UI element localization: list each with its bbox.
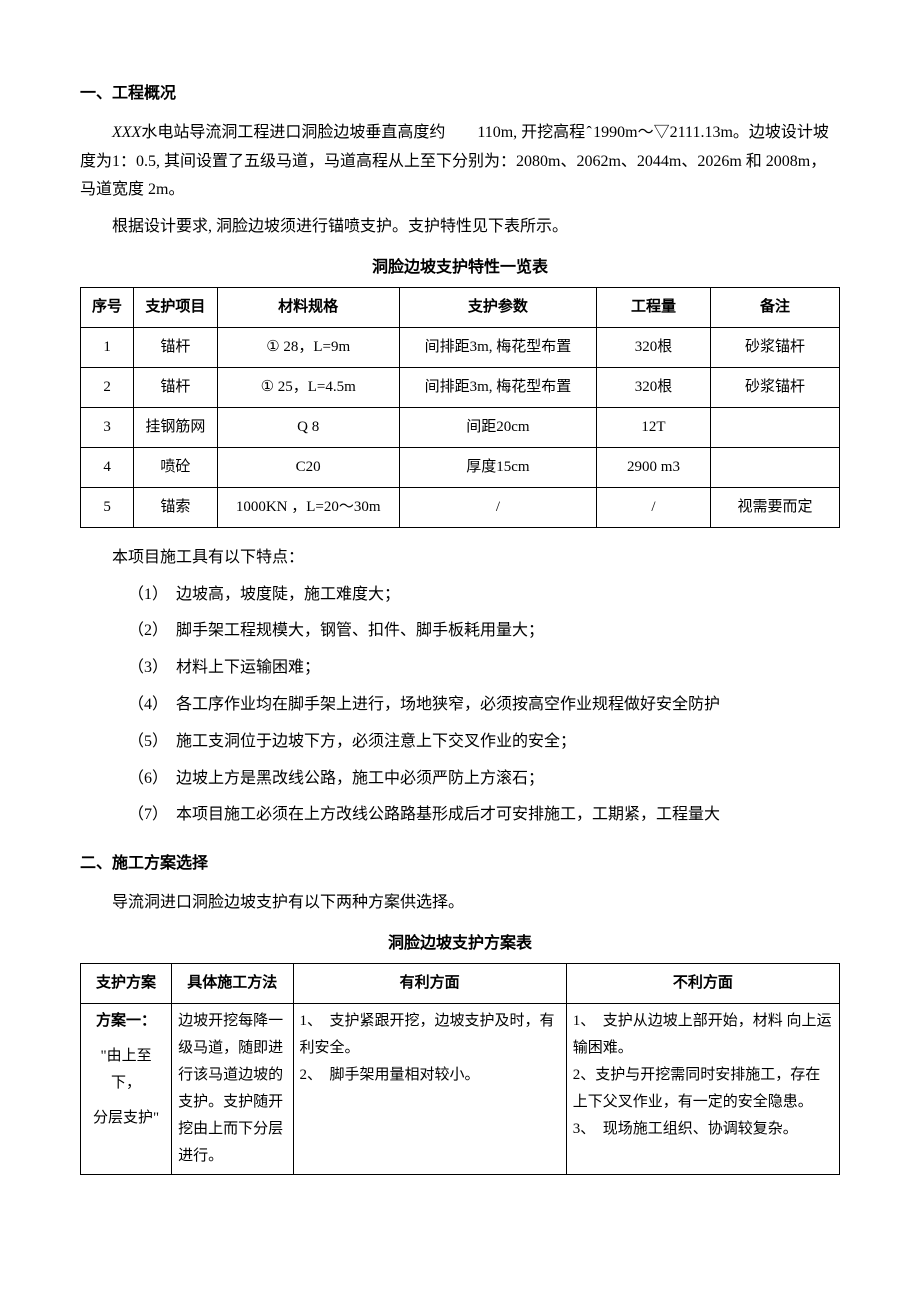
features-intro: 本项目施工具有以下特点： bbox=[80, 544, 840, 573]
list-item: （2） 脚手架工程规模大，钢管、扣件、脚手板耗用量大； bbox=[128, 617, 840, 646]
list-item: （3） 材料上下运输困难； bbox=[128, 654, 840, 683]
scheme-cell: 方案一： "由上至下， 分层支护" bbox=[81, 1003, 172, 1174]
table-cell bbox=[710, 447, 839, 487]
table-cell: ① 28，L=9m bbox=[217, 327, 399, 367]
scheme-name: 方案一： bbox=[87, 1008, 165, 1035]
table-cell: 间排距3m, 梅花型布置 bbox=[399, 367, 596, 407]
list-item: （4） 各工序作业均在脚手架上进行，场地狭窄，必须按高空作业规程做好安全防护 bbox=[128, 691, 840, 720]
table-cell: 2900 m3 bbox=[597, 447, 711, 487]
table-cell: 间排距3m, 梅花型布置 bbox=[399, 327, 596, 367]
table2-header-cell: 具体施工方法 bbox=[172, 963, 293, 1003]
table1-header-cell: 工程量 bbox=[597, 287, 711, 327]
table-cell: 砂浆锚杆 bbox=[710, 327, 839, 367]
table-cell: / bbox=[399, 487, 596, 527]
table1-header-cell: 支护参数 bbox=[399, 287, 596, 327]
table2-row-1: 方案一： "由上至下， 分层支护" 边坡开挖每降一级马道，随即进行该马道边坡的支… bbox=[81, 1003, 840, 1174]
section2-p1: 导流洞进口洞脸边坡支护有以下两种方案供选择。 bbox=[80, 889, 840, 918]
table-cell: 320根 bbox=[597, 367, 711, 407]
table-cell: 砂浆锚杆 bbox=[710, 367, 839, 407]
table-cell: 喷砼 bbox=[134, 447, 217, 487]
table-cell: 5 bbox=[81, 487, 134, 527]
table2: 支护方案具体施工方法有利方面不利方面 方案一： "由上至下， 分层支护" 边坡开… bbox=[80, 963, 840, 1175]
method-cell: 边坡开挖每降一级马道，随即进行该马道边坡的支护。支护随开挖由上而下分层进行。 bbox=[172, 1003, 293, 1174]
cons-cell: 1、 支护从边坡上部开始，材料 向上运输困难。 2、支护与开挖需同时安排施工，存… bbox=[566, 1003, 839, 1174]
table-row: 3挂钢筋网Q 8间距20cm12T bbox=[81, 407, 840, 447]
section1-p1-text: 水电站导流洞工程进口洞脸边坡垂直高度约 110m, 开挖高程 ̂ 1990m～▽… bbox=[80, 124, 829, 199]
table-cell: 锚杆 bbox=[134, 327, 217, 367]
table-cell: 锚杆 bbox=[134, 367, 217, 407]
table-cell: 视需要而定 bbox=[710, 487, 839, 527]
table-row: 4喷砼C20厚度15cm2900 m3 bbox=[81, 447, 840, 487]
table2-header-cell: 有利方面 bbox=[293, 963, 566, 1003]
project-name: XXX bbox=[112, 124, 141, 141]
table2-title: 洞脸边坡支护方案表 bbox=[80, 930, 840, 959]
table-cell: 12T bbox=[597, 407, 711, 447]
table-cell bbox=[710, 407, 839, 447]
table-cell: 3 bbox=[81, 407, 134, 447]
table-cell: ① 25，L=4.5m bbox=[217, 367, 399, 407]
table-cell: 1 bbox=[81, 327, 134, 367]
table2-header-cell: 不利方面 bbox=[566, 963, 839, 1003]
table-cell: 锚索 bbox=[134, 487, 217, 527]
section1-p2: 根据设计要求, 洞脸边坡须进行锚喷支护。支护特性见下表所示。 bbox=[80, 213, 840, 242]
section1-heading: 一、工程概况 bbox=[80, 80, 840, 109]
table-cell: 1000KN ，L=20～30m bbox=[217, 487, 399, 527]
table1: 序号支护项目材料规格支护参数工程量备注 1锚杆① 28，L=9m间排距3m, 梅… bbox=[80, 287, 840, 528]
list-item: （5） 施工支洞位于边坡下方，必须注意上下交叉作业的安全； bbox=[128, 728, 840, 757]
scheme-desc-2: 分层支护" bbox=[87, 1105, 165, 1132]
table1-header-cell: 材料规格 bbox=[217, 287, 399, 327]
list-item: （6） 边坡上方是黑改线公路，施工中必须严防上方滚石； bbox=[128, 765, 840, 794]
table1-header-cell: 支护项目 bbox=[134, 287, 217, 327]
table-cell: 厚度15cm bbox=[399, 447, 596, 487]
table-cell: 间距20cm bbox=[399, 407, 596, 447]
table-cell: 挂钢筋网 bbox=[134, 407, 217, 447]
list-item: （1） 边坡高，坡度陡，施工难度大； bbox=[128, 581, 840, 610]
table1-header-cell: 序号 bbox=[81, 287, 134, 327]
table-cell: 2 bbox=[81, 367, 134, 407]
table1-header-cell: 备注 bbox=[710, 287, 839, 327]
table-cell: 4 bbox=[81, 447, 134, 487]
section1-p1: XXX水电站导流洞工程进口洞脸边坡垂直高度约 110m, 开挖高程 ̂ 1990… bbox=[80, 119, 840, 205]
table1-title: 洞脸边坡支护特性一览表 bbox=[80, 254, 840, 283]
table-row: 1锚杆① 28，L=9m间排距3m, 梅花型布置320根砂浆锚杆 bbox=[81, 327, 840, 367]
section2-heading: 二、施工方案选择 bbox=[80, 850, 840, 879]
table-cell: / bbox=[597, 487, 711, 527]
table-cell: 320根 bbox=[597, 327, 711, 367]
table2-header-row: 支护方案具体施工方法有利方面不利方面 bbox=[81, 963, 840, 1003]
table1-header-row: 序号支护项目材料规格支护参数工程量备注 bbox=[81, 287, 840, 327]
scheme-desc-1: "由上至下， bbox=[87, 1043, 165, 1097]
table2-header-cell: 支护方案 bbox=[81, 963, 172, 1003]
pros-cell: 1、 支护紧跟开挖，边坡支护及时，有 利安全。 2、 脚手架用量相对较小。 bbox=[293, 1003, 566, 1174]
list-item: （7） 本项目施工必须在上方改线公路路基形成后才可安排施工，工期紧，工程量大 bbox=[128, 801, 840, 830]
table-row: 2锚杆① 25，L=4.5m间排距3m, 梅花型布置320根砂浆锚杆 bbox=[81, 367, 840, 407]
table-row: 5锚索1000KN ，L=20～30m//视需要而定 bbox=[81, 487, 840, 527]
table-cell: Q 8 bbox=[217, 407, 399, 447]
table-cell: C20 bbox=[217, 447, 399, 487]
